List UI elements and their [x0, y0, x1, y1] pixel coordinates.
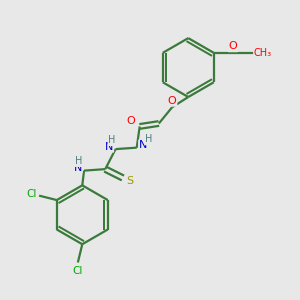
Text: H: H	[75, 156, 82, 166]
Text: Cl: Cl	[27, 189, 37, 199]
Text: N: N	[105, 142, 113, 152]
Text: O: O	[229, 41, 237, 51]
Text: H: H	[146, 134, 153, 144]
Text: H: H	[108, 135, 116, 145]
Text: O: O	[168, 96, 176, 106]
Text: N: N	[74, 163, 82, 173]
Text: CH₃: CH₃	[254, 48, 272, 58]
Text: O: O	[126, 116, 135, 126]
Text: Cl: Cl	[73, 266, 83, 276]
Text: N: N	[139, 140, 147, 150]
Text: S: S	[126, 176, 133, 186]
